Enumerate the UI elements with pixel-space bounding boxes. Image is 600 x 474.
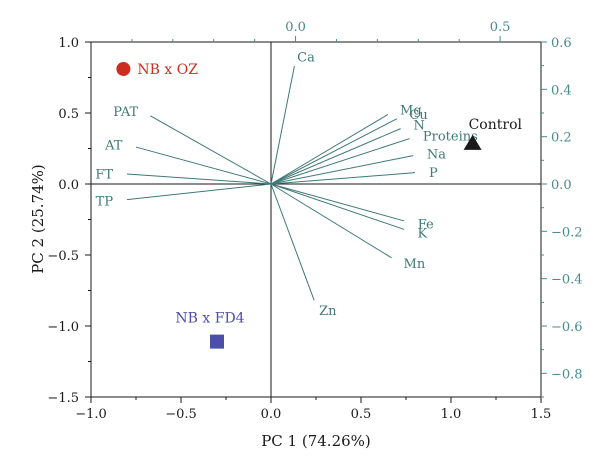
loading-label-p: P [429,166,438,181]
x-tick-label: 1.5 [531,407,552,422]
loading-line-ft [126,173,272,185]
point-label-control: Control [469,117,523,133]
y-tick-label: −1.0 [47,320,79,335]
loading-label-tp: TP [96,195,114,210]
loading-label-na: Na [427,148,446,163]
x-axis-label: PC 1 (74.26%) [261,432,371,450]
y-tick-label: 1.0 [58,36,79,51]
point-marker-control [463,134,482,150]
right-tick-label: 0.0 [551,178,572,193]
loading-label-pat: PAT [113,105,138,120]
right-axis-ticks: 0.6 0.4 0.2 0.0 −0.2 −0.4 −0.6 −0.8 [541,36,583,398]
loading-label-at: AT [104,138,123,153]
top-tick-label: 0.5 [490,20,511,35]
loading-line-tp [126,183,272,201]
y-tick-label: 0.5 [58,107,79,122]
point-marker-nb-x-oz [116,61,131,76]
loading-label-ca: Ca [297,50,315,65]
right-tick-label: −0.4 [551,273,583,288]
loading-label-cu: Cu [409,108,427,123]
right-tick-label: 0.2 [551,131,572,146]
loading-line-at [135,146,272,185]
loading-label-mn: Mn [404,257,426,272]
x-axis-ticks: −1.0 −0.5 0.0 0.5 1.0 1.5 [75,397,551,422]
loading-line-mn [270,183,392,259]
y-tick-label: −1.5 [47,391,79,406]
loading-line-n [270,128,401,185]
y-axis-label: PC 2 (25.74%) [29,164,47,274]
loading-line-mg [270,113,389,185]
right-tick-label: 0.4 [551,83,572,98]
x-tick-label: 1.0 [441,407,462,422]
loading-label-k: K [417,227,427,242]
point-label-nb-x-oz: NB x OZ [137,62,198,78]
loading-line-zn [270,183,315,301]
right-tick-label: −0.2 [551,225,583,240]
top-axis-ticks: 0.0 0.5 [131,20,511,42]
loading-label-n: N [413,119,424,134]
point-label-nb-x-fd4: NB x FD4 [175,311,244,327]
y-tick-label: −0.5 [47,249,79,264]
loading-label-mg: Mg [400,103,422,118]
loading-label-zn: Zn [319,304,337,319]
x-tick-label: 0.0 [261,407,282,422]
right-tick-label: −0.6 [551,320,583,335]
loading-line-ca [270,66,295,185]
loading-label-fe: Fe [418,218,434,233]
loading-line-pat [150,115,272,185]
top-tick-label: 0.0 [285,20,306,35]
loading-label-ft: FT [95,167,113,182]
y-axis-ticks: 1.0 0.5 0.0 −0.5 −1.0 −1.5 [47,36,91,406]
loading-line-cu [270,118,398,185]
x-tick-label: −1.0 [75,407,107,422]
x-tick-label: 0.5 [351,407,372,422]
loading-line-fe [270,183,405,222]
loading-line-proteins [270,138,410,185]
x-tick-label: −0.5 [165,407,197,422]
right-tick-label: 0.6 [551,36,572,51]
loading-label-proteins: Proteins [423,129,478,144]
loading-line-p [270,172,416,185]
point-marker-nb-x-fd4 [210,334,224,349]
right-tick-label: −0.8 [551,367,583,382]
plot-frame [90,41,542,398]
y-tick-label: 0.0 [58,178,79,193]
score-points: NB x OZ NB x FD4 Control [116,61,523,349]
loading-line-na [270,155,414,185]
loading-line-k [270,183,405,230]
